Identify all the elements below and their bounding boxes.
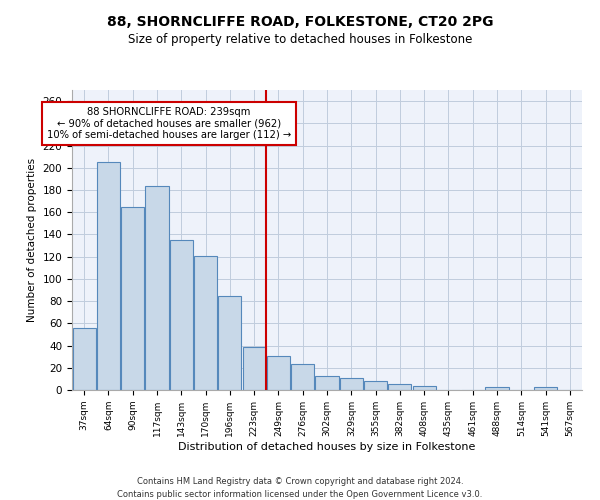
Text: Contains public sector information licensed under the Open Government Licence v3: Contains public sector information licen… [118, 490, 482, 499]
Bar [267, 356, 290, 390]
Bar [534, 386, 557, 390]
Text: Contains HM Land Registry data © Crown copyright and database right 2024.: Contains HM Land Registry data © Crown c… [137, 478, 463, 486]
Bar [485, 386, 509, 390]
Text: 88 SHORNCLIFFE ROAD: 239sqm
← 90% of detached houses are smaller (962)
10% of se: 88 SHORNCLIFFE ROAD: 239sqm ← 90% of det… [47, 106, 291, 140]
Bar [413, 386, 436, 390]
Bar [291, 364, 314, 390]
Bar [340, 378, 363, 390]
Bar [218, 296, 241, 390]
Bar [316, 376, 338, 390]
Bar [194, 256, 217, 390]
Bar [170, 240, 193, 390]
Bar [145, 186, 169, 390]
Bar [364, 381, 387, 390]
Bar [242, 346, 266, 390]
Bar [388, 384, 412, 390]
Y-axis label: Number of detached properties: Number of detached properties [27, 158, 37, 322]
Bar [97, 162, 120, 390]
Bar [121, 206, 144, 390]
Text: 88, SHORNCLIFFE ROAD, FOLKESTONE, CT20 2PG: 88, SHORNCLIFFE ROAD, FOLKESTONE, CT20 2… [107, 15, 493, 29]
Bar [73, 328, 95, 390]
Text: Distribution of detached houses by size in Folkestone: Distribution of detached houses by size … [178, 442, 476, 452]
Text: Size of property relative to detached houses in Folkestone: Size of property relative to detached ho… [128, 32, 472, 46]
